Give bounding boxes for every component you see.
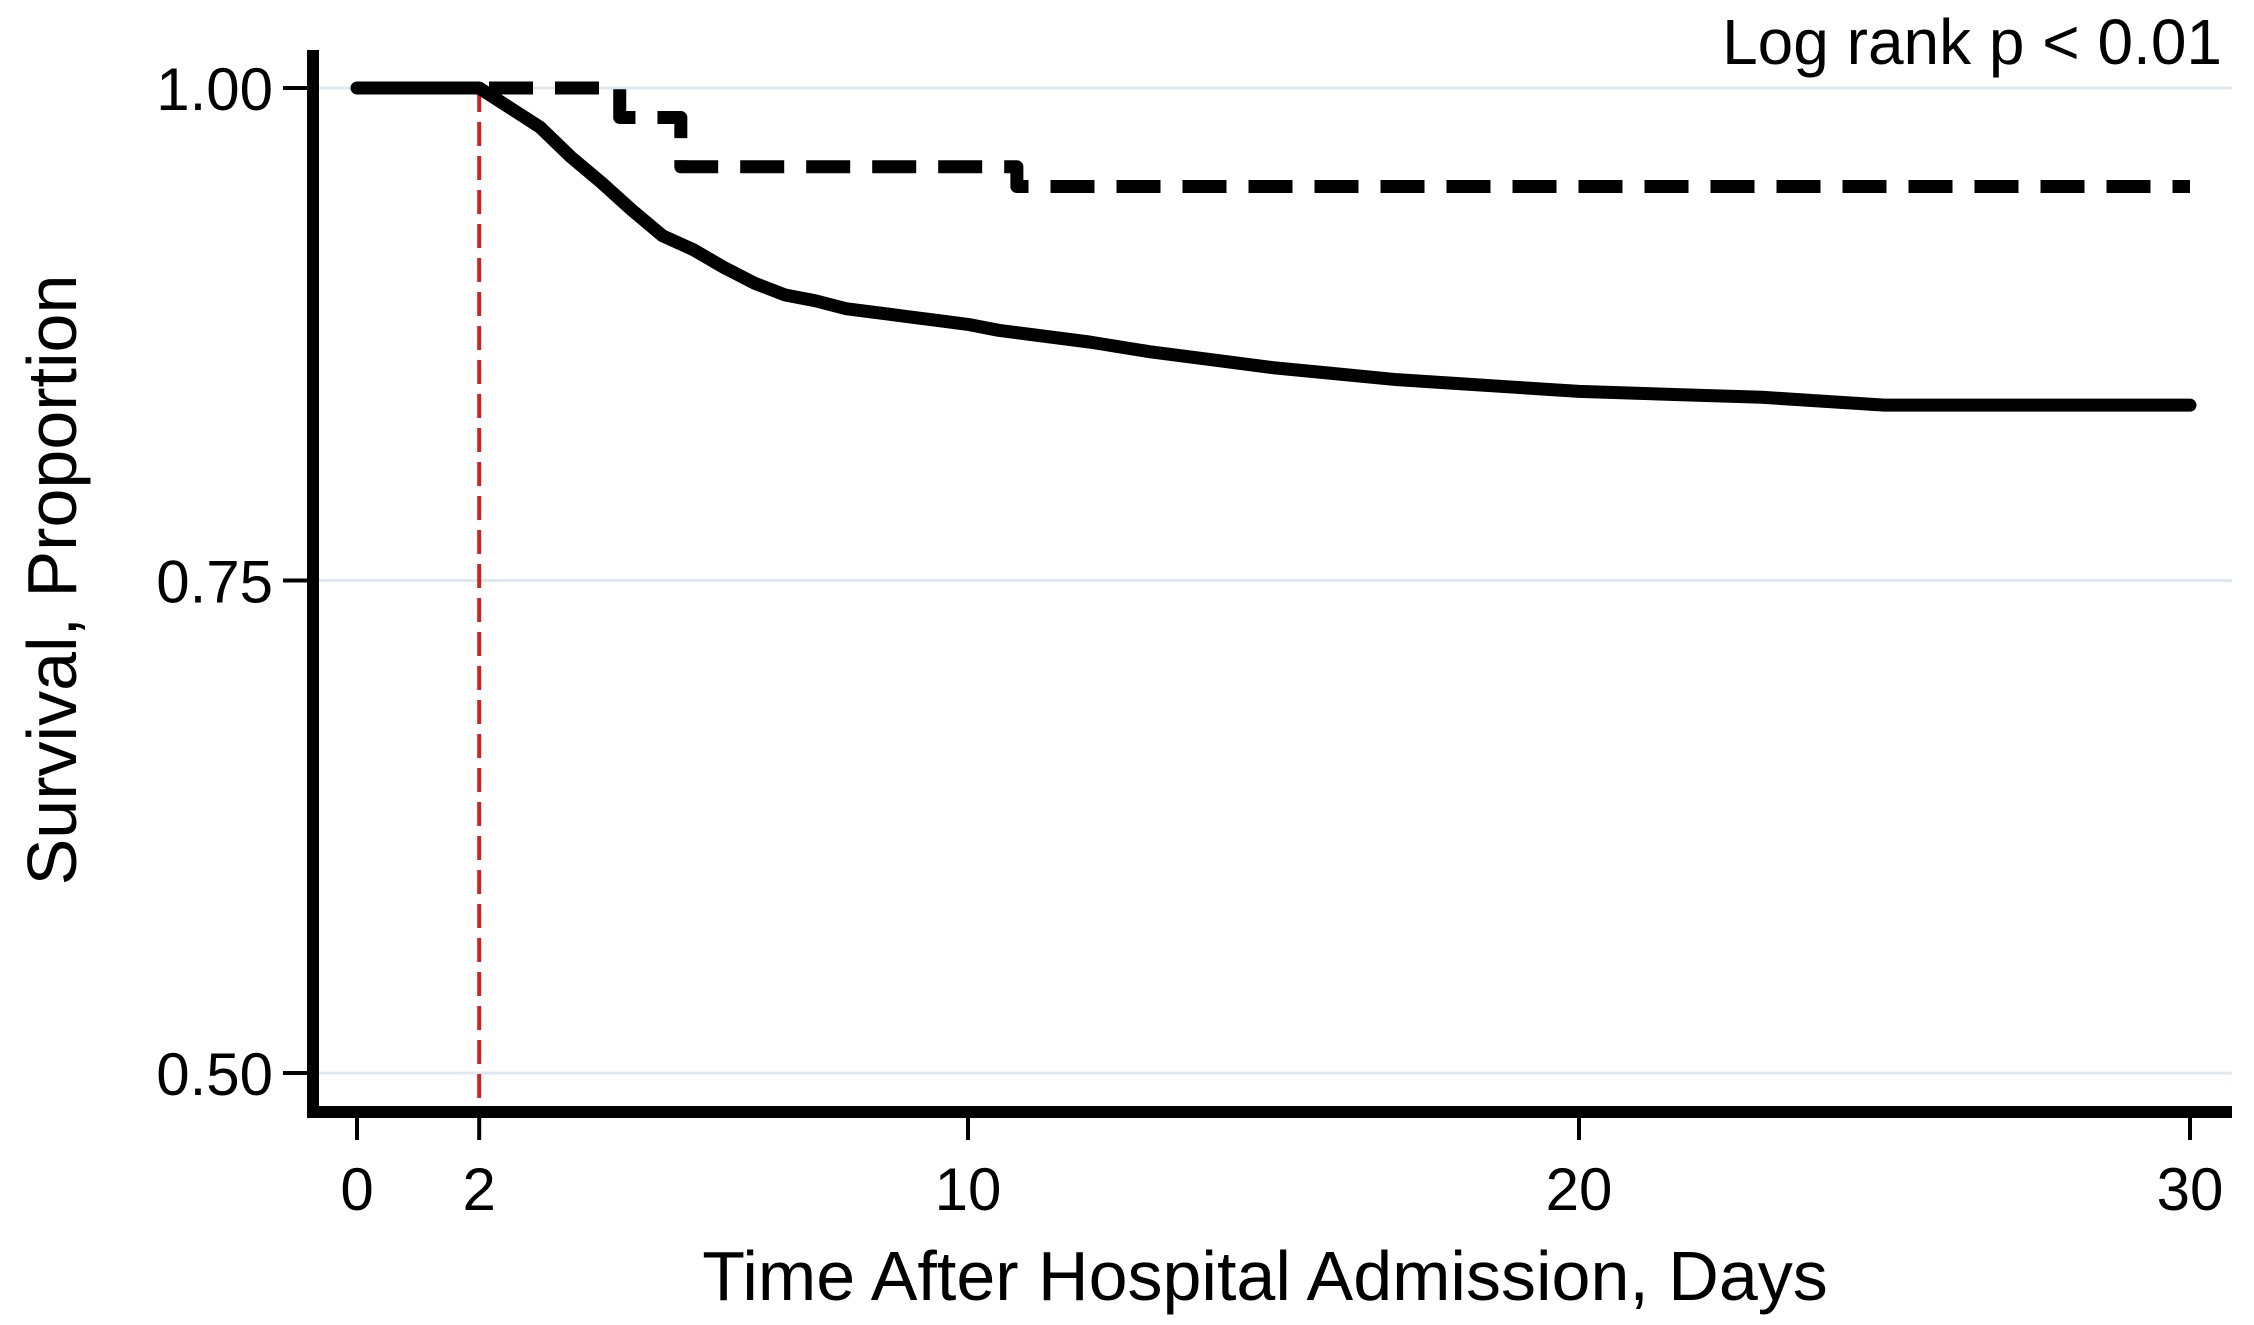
x-tick-label-2: 10 bbox=[935, 1156, 1002, 1223]
x-tick-label-3: 20 bbox=[1546, 1156, 1613, 1223]
x-tick-label-4: 30 bbox=[2157, 1156, 2224, 1223]
series-layer bbox=[350, 81, 2197, 412]
x-axis-label: Time After Hospital Admission, Days bbox=[702, 1237, 1828, 1315]
x-tick-label-0: 0 bbox=[340, 1156, 373, 1223]
series-line-solid bbox=[350, 81, 2197, 412]
y-tick-label-1: 0.75 bbox=[156, 549, 273, 616]
series-line-dashed bbox=[357, 81, 2190, 193]
y-tick-label-0: 0.50 bbox=[156, 1041, 273, 1108]
x-ticks: 0 2 10 20 30 bbox=[340, 1112, 2223, 1223]
y-ticks: 0.50 0.75 1.00 bbox=[156, 56, 313, 1108]
y-tick-label-2: 1.00 bbox=[156, 56, 273, 123]
y-axis-label: Survival, Proportion bbox=[13, 275, 91, 886]
gridlines bbox=[313, 86, 2232, 1075]
x-tick-label-1: 2 bbox=[463, 1156, 496, 1223]
log-rank-annotation: Log rank p < 0.01 bbox=[1722, 6, 2222, 78]
